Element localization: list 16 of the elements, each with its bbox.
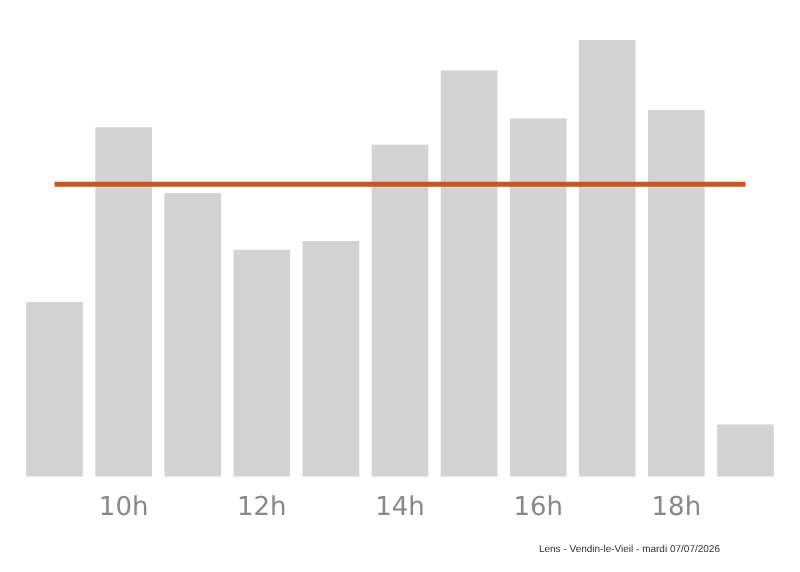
bar (509, 118, 567, 477)
x-tick-label: 16h (513, 493, 563, 524)
bar (95, 127, 152, 477)
x-tick-label: 18h (651, 493, 702, 524)
bar (717, 424, 774, 477)
x-tick-label: 12h (237, 493, 287, 524)
bar (302, 240, 360, 477)
bar (578, 40, 636, 477)
x-tick-label: 10h (98, 493, 149, 524)
x-tick-label: 14h (375, 493, 425, 524)
bar (648, 109, 705, 477)
bar (440, 70, 498, 477)
bar (371, 144, 429, 477)
bar (233, 249, 291, 477)
bar (26, 302, 83, 477)
bar (164, 192, 222, 477)
